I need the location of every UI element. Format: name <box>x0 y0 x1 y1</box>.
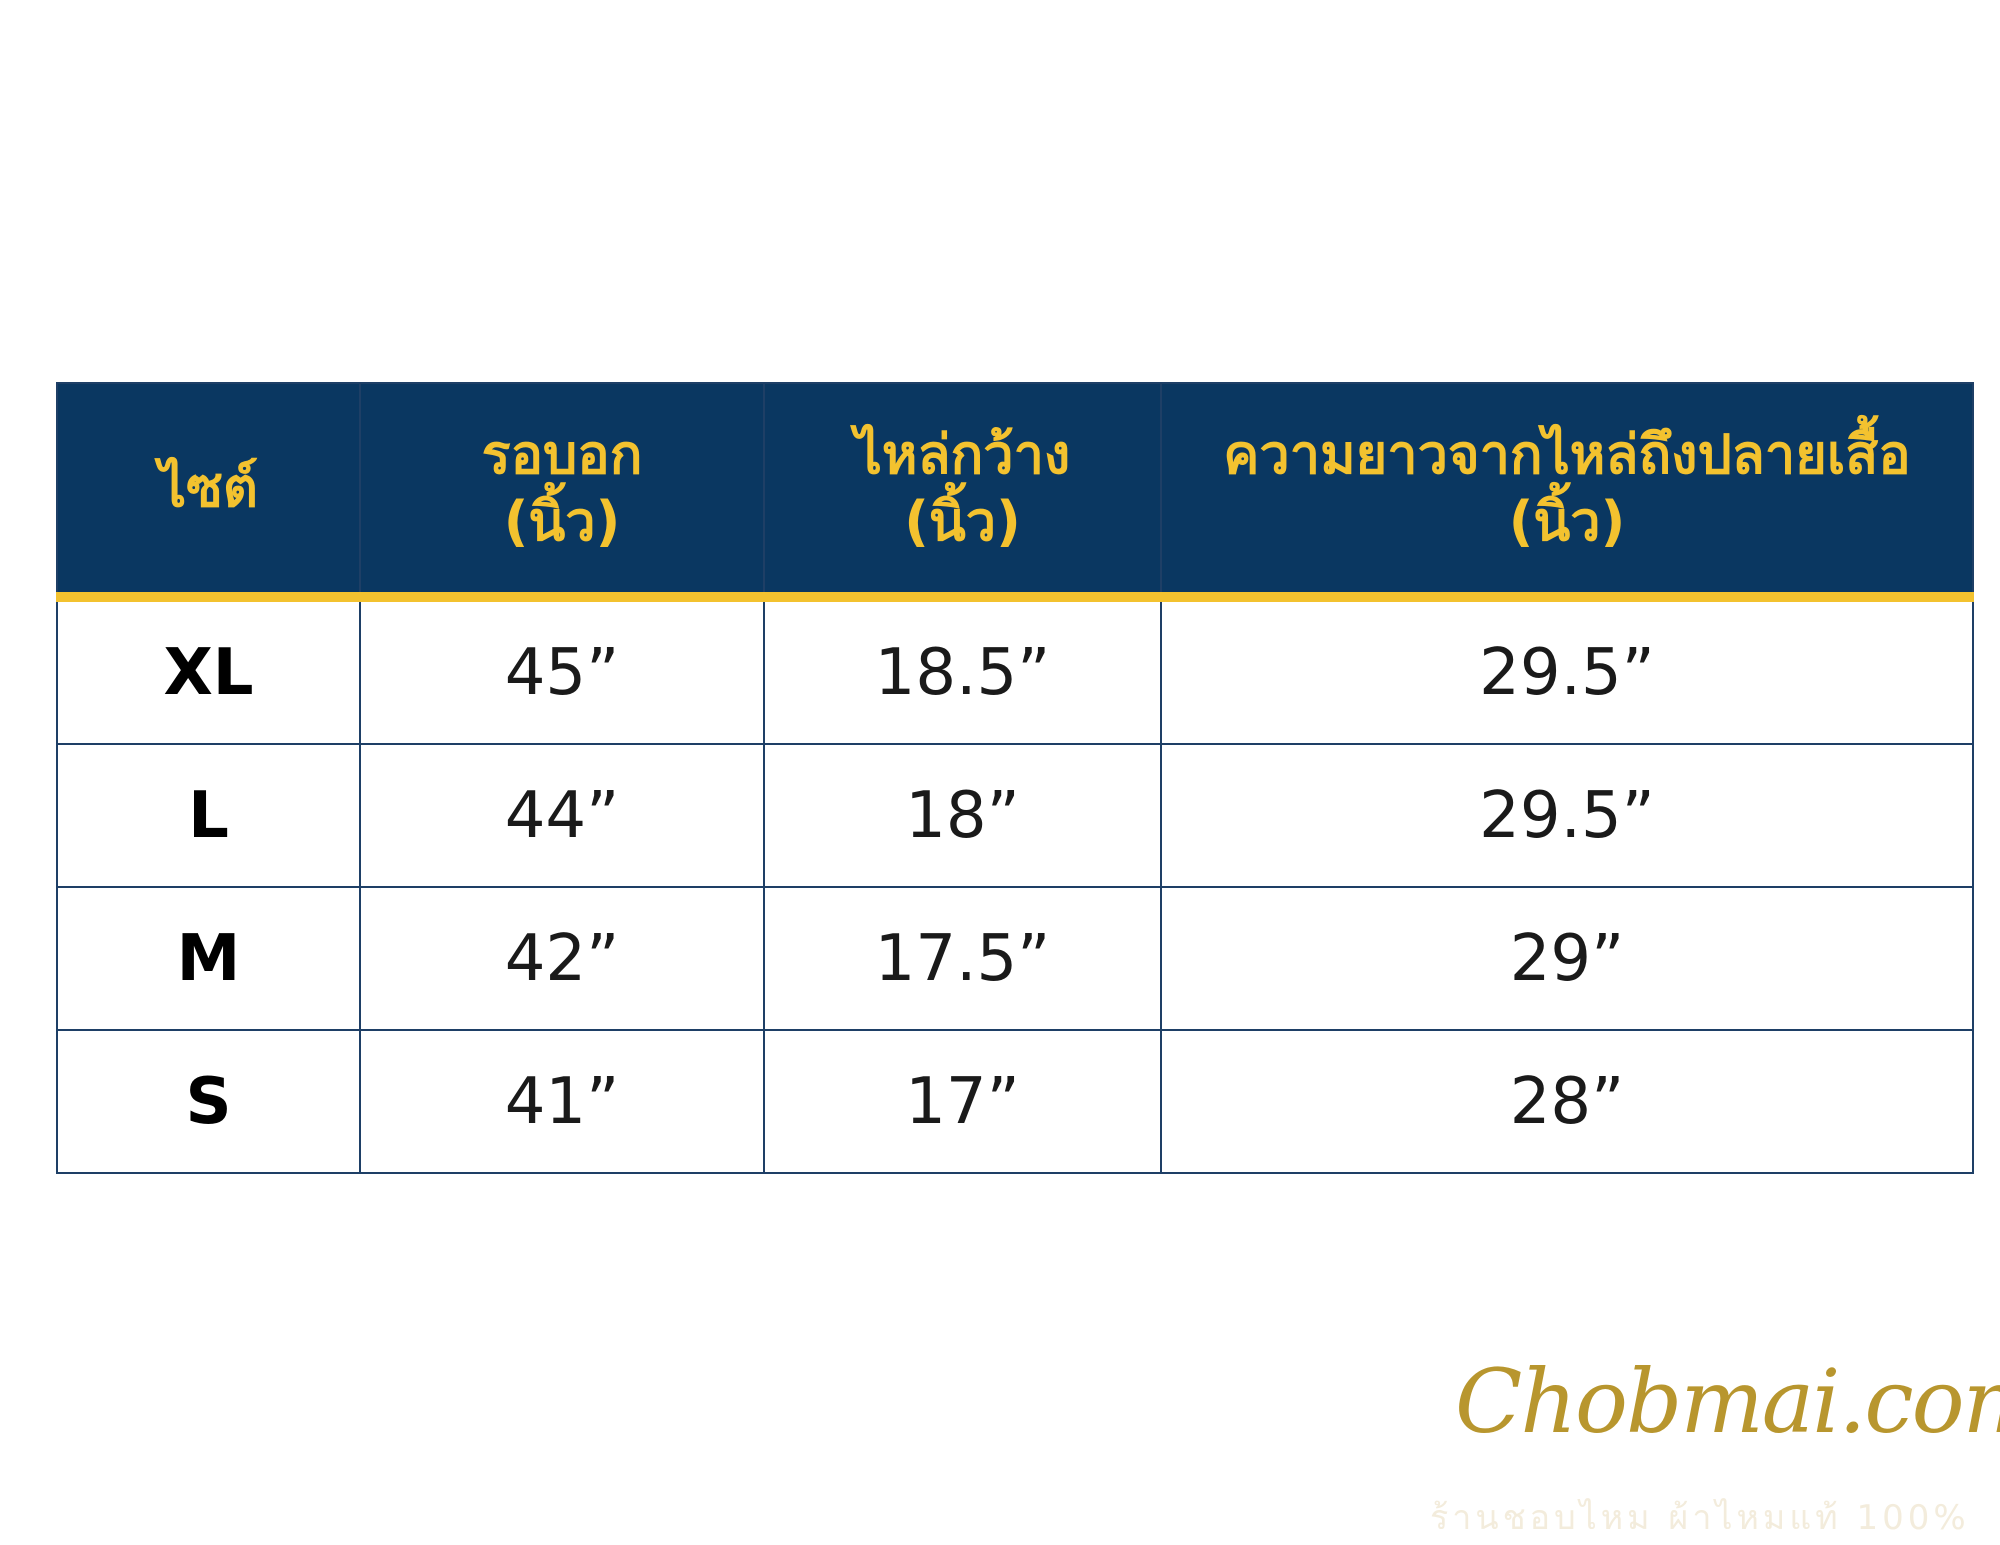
header-cell: รอบอก (นิ้ว) <box>359 382 765 602</box>
tagline: ร้านชอบไหม ผ้าไหมแท้ 100% <box>1430 1498 1970 1538</box>
value-cell: 29.5” <box>1160 743 1974 888</box>
value-cell: 18.5” <box>763 596 1162 745</box>
table-row: L 44” 18” 29.5” <box>56 743 1974 888</box>
value-cell: 17.5” <box>763 886 1162 1031</box>
value-cell: 29.5” <box>1160 596 1974 745</box>
header-cell: ไหล่กว้าง (นิ้ว) <box>763 382 1162 602</box>
header-cell: ความยาวจากไหล่ถึงปลายเสื้อ (นิ้ว) <box>1160 382 1974 602</box>
value-cell: 45” <box>359 596 765 745</box>
size-cell: XL <box>56 596 361 745</box>
value-cell: 17” <box>763 1029 1162 1174</box>
table-body: XL 45” 18.5” 29.5” L 44” 18” 29.5” M 42” 17.5” 29” S… <box>56 596 1974 1174</box>
header-cell: ไซต์ <box>56 382 361 602</box>
value-cell: 28” <box>1160 1029 1974 1174</box>
size-cell: M <box>56 886 361 1031</box>
size-table: ไซต์ รอบอก (นิ้ว) ไหล่กว้าง (นิ้ว) ความย… <box>56 382 1974 1174</box>
value-cell: 42” <box>359 886 765 1031</box>
table-row: XL 45” 18.5” 29.5” <box>56 596 1974 745</box>
value-cell: 44” <box>359 743 765 888</box>
table-row: S 41” 17” 28” <box>56 1029 1974 1174</box>
logo: Chobmai.com <box>1455 1350 2000 1453</box>
value-cell: 41” <box>359 1029 765 1174</box>
value-cell: 18” <box>763 743 1162 888</box>
header-row: ไซต์ รอบอก (นิ้ว) ไหล่กว้าง (นิ้ว) ความย… <box>56 382 1974 602</box>
value-cell: 29” <box>1160 886 1974 1031</box>
table-row: M 42” 17.5” 29” <box>56 886 1974 1031</box>
size-cell: L <box>56 743 361 888</box>
size-cell: S <box>56 1029 361 1174</box>
